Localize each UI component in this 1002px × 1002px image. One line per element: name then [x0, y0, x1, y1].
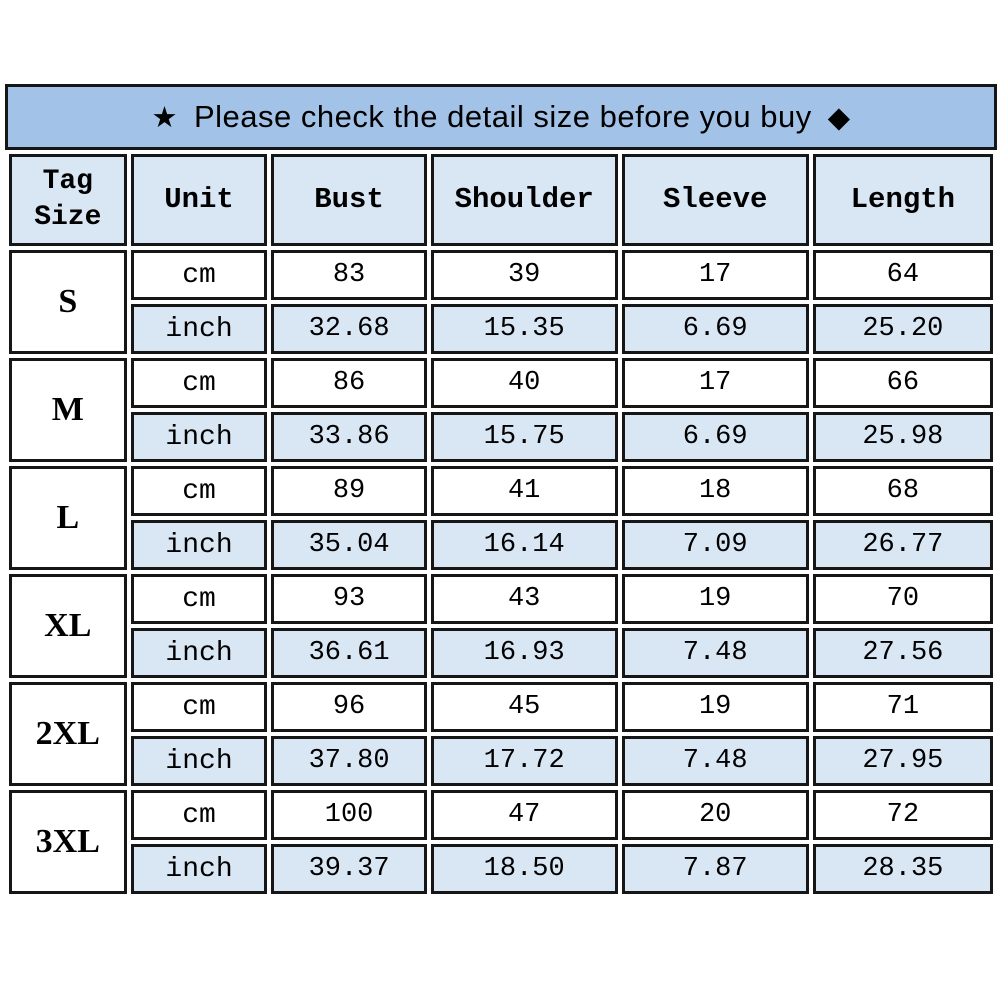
unit-cell: inch [130, 304, 268, 354]
size-label-xl: XL [9, 574, 127, 678]
banner-text: Please check the detail size before you … [193, 99, 812, 134]
value-cell: 68 [812, 466, 993, 516]
unit-cell: cm [130, 358, 268, 408]
value-cell: 18.50 [430, 844, 618, 894]
value-cell: 17 [621, 250, 809, 300]
value-cell: 93 [271, 574, 427, 624]
value-cell: 7.87 [621, 844, 809, 894]
banner: ★ Please check the detail size before yo… [5, 84, 997, 150]
diamond-icon: ◆ [827, 101, 851, 134]
unit-cell: cm [130, 250, 268, 300]
row-l-cm: L cm 89 41 18 68 [9, 466, 993, 570]
value-cell: 100 [271, 790, 427, 840]
value-cell: 16.14 [430, 520, 618, 570]
col-header-sleeve: Sleeve [621, 154, 809, 246]
row-l-inch: inch 35.04 16.14 7.09 26.77 [9, 520, 993, 570]
row-2xl-inch: inch 37.80 17.72 7.48 27.95 [9, 736, 993, 786]
unit-cell: inch [130, 628, 268, 678]
value-cell: 71 [812, 682, 993, 732]
value-cell: 39.37 [271, 844, 427, 894]
value-cell: 64 [812, 250, 993, 300]
size-chart-page: ★ Please check the detail size before yo… [5, 0, 997, 898]
value-cell: 86 [271, 358, 427, 408]
value-cell: 16.93 [430, 628, 618, 678]
col-header-length: Length [812, 154, 993, 246]
value-cell: 33.86 [271, 412, 427, 462]
value-cell: 27.95 [812, 736, 993, 786]
unit-cell: cm [130, 574, 268, 624]
value-cell: 19 [621, 682, 809, 732]
value-cell: 66 [812, 358, 993, 408]
unit-cell: inch [130, 520, 268, 570]
value-cell: 36.61 [271, 628, 427, 678]
size-table: Tag Size Unit Bust Shoulder Sleeve Lengt… [5, 150, 997, 898]
size-label-s: S [9, 250, 127, 354]
value-cell: 47 [430, 790, 618, 840]
unit-cell: cm [130, 790, 268, 840]
value-cell: 20 [621, 790, 809, 840]
value-cell: 6.69 [621, 412, 809, 462]
value-cell: 7.48 [621, 736, 809, 786]
value-cell: 35.04 [271, 520, 427, 570]
value-cell: 37.80 [271, 736, 427, 786]
row-3xl-inch: inch 39.37 18.50 7.87 28.35 [9, 844, 993, 894]
value-cell: 28.35 [812, 844, 993, 894]
value-cell: 15.35 [430, 304, 618, 354]
value-cell: 19 [621, 574, 809, 624]
value-cell: 6.69 [621, 304, 809, 354]
value-cell: 83 [271, 250, 427, 300]
value-cell: 70 [812, 574, 993, 624]
value-cell: 72 [812, 790, 993, 840]
size-label-2xl: 2XL [9, 682, 127, 786]
value-cell: 17 [621, 358, 809, 408]
row-m-cm: M cm 86 40 17 66 [9, 358, 993, 462]
value-cell: 89 [271, 466, 427, 516]
size-label-l: L [9, 466, 127, 570]
value-cell: 25.20 [812, 304, 993, 354]
row-s-inch: inch 32.68 15.35 6.69 25.20 [9, 304, 993, 354]
unit-cell: cm [130, 682, 268, 732]
value-cell: 26.77 [812, 520, 993, 570]
value-cell: 27.56 [812, 628, 993, 678]
value-cell: 96 [271, 682, 427, 732]
value-cell: 17.72 [430, 736, 618, 786]
value-cell: 32.68 [271, 304, 427, 354]
unit-cell: inch [130, 844, 268, 894]
row-3xl-cm: 3XL cm 100 47 20 72 [9, 790, 993, 894]
value-cell: 45 [430, 682, 618, 732]
col-header-bust: Bust [271, 154, 427, 246]
row-xl-inch: inch 36.61 16.93 7.48 27.56 [9, 628, 993, 678]
value-cell: 7.09 [621, 520, 809, 570]
unit-cell: inch [130, 412, 268, 462]
value-cell: 15.75 [430, 412, 618, 462]
row-xl-cm: XL cm 93 43 19 70 [9, 574, 993, 678]
value-cell: 43 [430, 574, 618, 624]
value-cell: 41 [430, 466, 618, 516]
star-icon: ★ [151, 101, 178, 134]
value-cell: 7.48 [621, 628, 809, 678]
row-m-inch: inch 33.86 15.75 6.69 25.98 [9, 412, 993, 462]
size-label-3xl: 3XL [9, 790, 127, 894]
value-cell: 39 [430, 250, 618, 300]
header-row: Tag Size Unit Bust Shoulder Sleeve Lengt… [9, 154, 993, 246]
unit-cell: inch [130, 736, 268, 786]
value-cell: 25.98 [812, 412, 993, 462]
row-s-cm: S cm 83 39 17 64 [9, 250, 993, 354]
value-cell: 40 [430, 358, 618, 408]
col-header-shoulder: Shoulder [430, 154, 618, 246]
col-header-unit: Unit [130, 154, 268, 246]
row-2xl-cm: 2XL cm 96 45 19 71 [9, 682, 993, 786]
size-label-m: M [9, 358, 127, 462]
col-header-tag-size: Tag Size [9, 154, 127, 246]
value-cell: 18 [621, 466, 809, 516]
unit-cell: cm [130, 466, 268, 516]
